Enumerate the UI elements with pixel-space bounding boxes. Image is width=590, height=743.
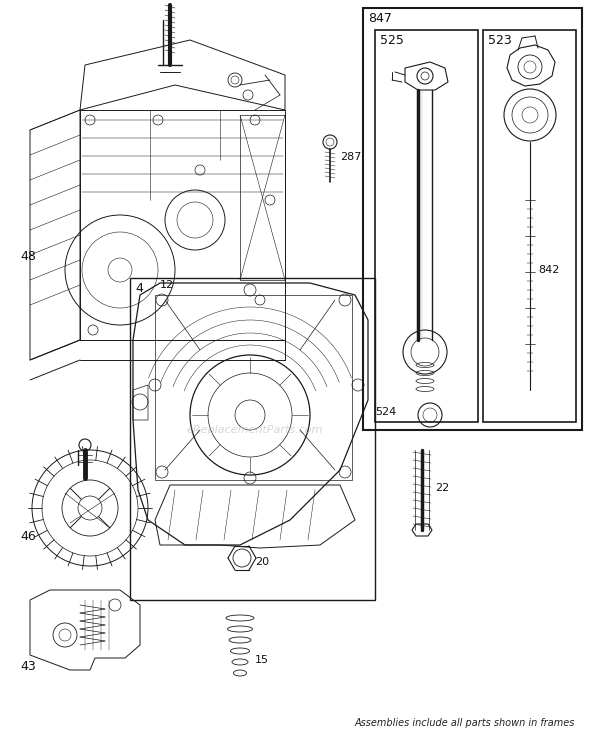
Bar [155, 295, 352, 480]
Text: 287: 287 [340, 152, 361, 162]
Text: Assemblies include all parts shown in frames: Assemblies include all parts shown in fr… [355, 718, 575, 728]
Text: 48: 48 [20, 250, 36, 263]
Text: 15: 15 [255, 655, 269, 665]
Text: 847: 847 [368, 12, 392, 25]
Bar [363, 8, 582, 430]
Bar [375, 30, 478, 422]
Text: 4: 4 [135, 282, 143, 295]
Text: 525: 525 [380, 34, 404, 47]
Text: 842: 842 [538, 265, 559, 275]
Text: 46: 46 [20, 530, 36, 543]
Text: eReplacementParts.com: eReplacementParts.com [187, 425, 323, 435]
Text: 20: 20 [255, 557, 269, 567]
Text: 43: 43 [20, 660, 36, 673]
Text: 12: 12 [160, 280, 174, 290]
Text: 524: 524 [375, 407, 396, 417]
Text: 22: 22 [435, 483, 449, 493]
Bar [483, 30, 576, 422]
Bar [130, 278, 375, 600]
Text: 523: 523 [488, 34, 512, 47]
